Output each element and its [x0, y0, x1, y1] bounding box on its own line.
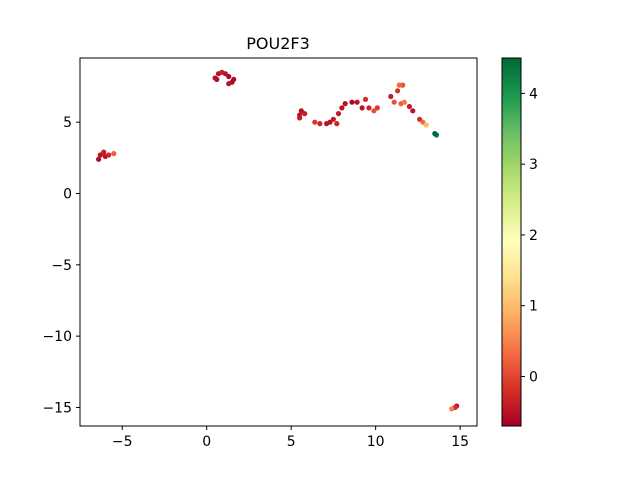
scatter-point: [342, 101, 348, 107]
scatter-point: [349, 99, 355, 105]
y-tick-label: −5: [51, 258, 72, 274]
scatter-point: [96, 156, 102, 162]
scatter-point: [401, 99, 407, 105]
scatter-point: [423, 122, 429, 128]
scatter-point: [335, 111, 342, 117]
scatter-point: [396, 82, 402, 88]
scatter-point: [212, 75, 218, 81]
colorbar-axis: 0 1 2 3 4: [521, 86, 538, 385]
scatter-point: [312, 119, 318, 125]
scatter-point: [101, 149, 107, 155]
colorbar-tick-label: 2: [529, 228, 538, 244]
scatter-point: [327, 119, 333, 125]
x-tick-label: 0: [202, 434, 211, 450]
scatter-point: [395, 88, 401, 94]
colorbar-tick-label: 4: [529, 86, 538, 102]
scatter-point: [297, 115, 303, 121]
colorbar-tick-label: 3: [529, 157, 538, 173]
scatter-point: [374, 105, 380, 111]
scatter-point: [231, 76, 237, 82]
y-tick-label: 5: [63, 115, 72, 131]
scatter-points: [96, 69, 460, 412]
scatter-point: [219, 69, 225, 75]
scatter-point: [449, 406, 455, 412]
scatter-point: [317, 121, 323, 127]
scatter-point: [339, 105, 345, 111]
colorbar-tick-label: 1: [529, 299, 538, 315]
scatter-point: [362, 96, 369, 102]
scatter-point: [371, 108, 377, 114]
scatter-point: [410, 108, 416, 114]
x-tick-label: −5: [112, 434, 133, 450]
y-tick-label: −15: [42, 400, 72, 416]
scatter-point: [106, 152, 112, 158]
x-tick-label: 10: [367, 434, 385, 450]
scatter-point: [388, 93, 394, 100]
scatter-point: [359, 105, 365, 111]
scatter-point: [366, 105, 372, 111]
colorbar-tick-label: 0: [529, 369, 538, 385]
colorbar: [501, 57, 522, 427]
scatter-point: [406, 103, 412, 110]
scatter-point: [302, 111, 308, 117]
y-axis: 5 0 −5 −10 −15: [42, 115, 80, 416]
scatter-point: [354, 99, 360, 105]
scatter-point: [330, 116, 336, 122]
scatter-point: [226, 81, 232, 87]
scatter-point: [334, 121, 340, 127]
chart-title: POU2F3: [246, 34, 310, 53]
x-tick-label: 15: [451, 434, 469, 450]
scatter-point: [111, 151, 117, 157]
axes-frame: [79, 57, 478, 427]
x-axis: −5 0 5 10 15: [112, 426, 469, 450]
y-tick-label: −10: [42, 329, 72, 345]
scatter-point: [391, 99, 397, 105]
y-tick-label: 0: [63, 187, 72, 203]
scatter-point: [97, 152, 103, 158]
scatter-point: [432, 131, 438, 137]
x-tick-label: 5: [287, 434, 296, 450]
